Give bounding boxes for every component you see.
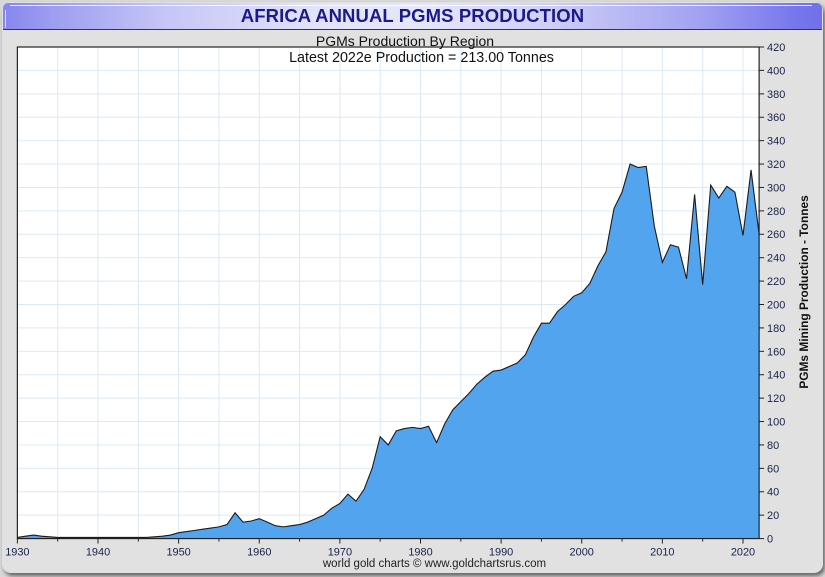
svg-text:1970: 1970 (328, 546, 352, 558)
svg-text:100: 100 (767, 417, 785, 429)
svg-text:400: 400 (767, 65, 785, 77)
svg-text:60: 60 (767, 463, 779, 475)
svg-text:140: 140 (767, 370, 785, 382)
svg-text:1930: 1930 (5, 546, 29, 558)
svg-text:40: 40 (767, 487, 779, 499)
svg-text:120: 120 (767, 393, 785, 405)
svg-text:1950: 1950 (166, 546, 190, 558)
svg-text:180: 180 (767, 323, 785, 335)
svg-text:80: 80 (767, 440, 779, 452)
svg-text:1990: 1990 (489, 546, 513, 558)
svg-text:0: 0 (767, 534, 773, 546)
svg-text:1980: 1980 (408, 546, 432, 558)
svg-text:20: 20 (767, 510, 779, 522)
svg-text:160: 160 (767, 346, 785, 358)
svg-text:300: 300 (767, 182, 785, 194)
svg-text:360: 360 (767, 112, 785, 124)
svg-text:220: 220 (767, 276, 785, 288)
svg-text:2000: 2000 (570, 546, 594, 558)
svg-text:2010: 2010 (650, 546, 674, 558)
svg-text:200: 200 (767, 299, 785, 311)
svg-text:260: 260 (767, 229, 785, 241)
svg-text:280: 280 (767, 206, 785, 218)
svg-text:320: 320 (767, 159, 785, 171)
svg-text:1940: 1940 (86, 546, 110, 558)
svg-text:PGMs Mining Production - Tonne: PGMs Mining Production - Tonnes (797, 195, 811, 389)
svg-text:1960: 1960 (247, 546, 271, 558)
svg-text:240: 240 (767, 253, 785, 265)
svg-text:340: 340 (767, 136, 785, 148)
svg-text:2020: 2020 (731, 546, 755, 558)
svg-text:380: 380 (767, 89, 785, 101)
